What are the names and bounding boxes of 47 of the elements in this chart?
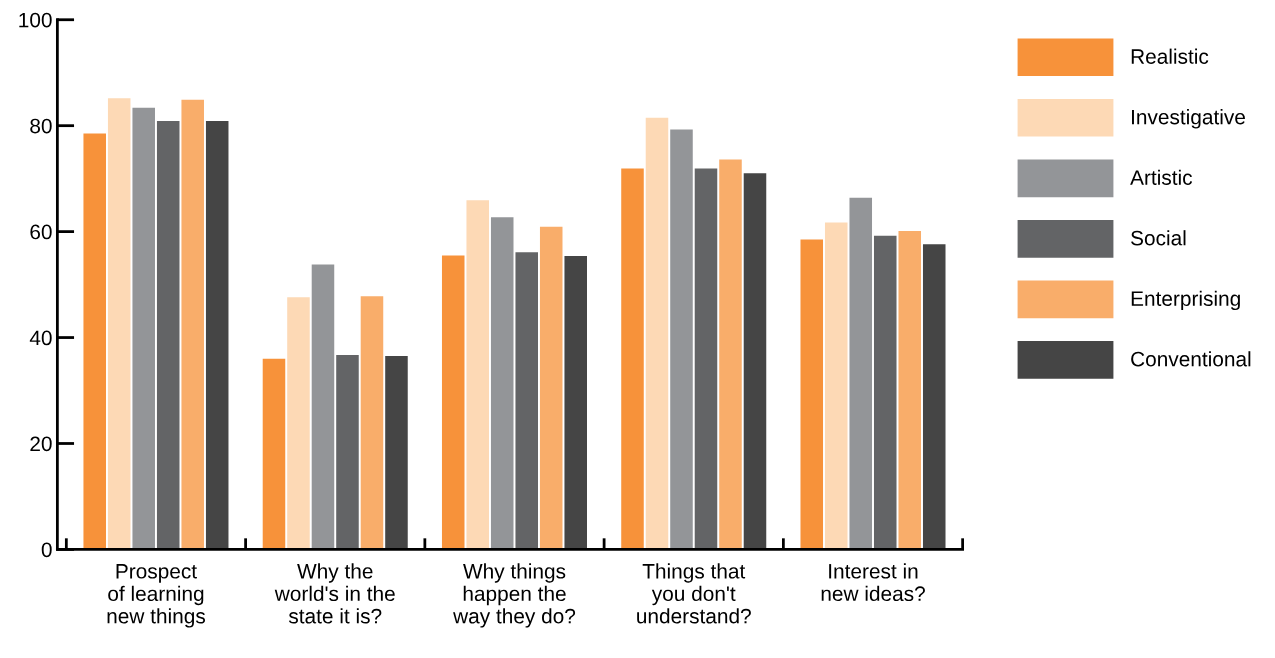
y-tick-label: 60 bbox=[30, 224, 52, 240]
y-tick-label: 40 bbox=[29, 330, 52, 346]
x-tick-label: Why things happen the way they do? bbox=[453, 563, 576, 628]
bar bbox=[156, 120, 180, 550]
bar bbox=[670, 129, 693, 550]
bar bbox=[621, 168, 644, 550]
bar bbox=[205, 120, 229, 550]
bar bbox=[539, 226, 563, 550]
bar bbox=[515, 252, 538, 550]
bar bbox=[262, 358, 286, 550]
bar bbox=[490, 217, 514, 550]
bar bbox=[336, 355, 359, 550]
bar bbox=[719, 159, 742, 550]
bar bbox=[360, 296, 384, 550]
bar bbox=[385, 356, 408, 550]
y-tick-label: 80 bbox=[30, 118, 52, 134]
x-tick-label: Why the world's in the state it is? bbox=[274, 563, 395, 624]
bar bbox=[645, 117, 669, 550]
y-tick-label: 0 bbox=[41, 542, 52, 558]
legend-label: Social bbox=[1131, 230, 1186, 246]
bar bbox=[922, 244, 946, 550]
legend-label: Realistic bbox=[1131, 48, 1209, 64]
bar bbox=[311, 264, 335, 550]
bar bbox=[743, 173, 767, 550]
bar bbox=[824, 222, 848, 550]
bar bbox=[873, 235, 897, 550]
x-tick-label: Prospect of learning new things bbox=[107, 564, 206, 628]
legend-label: Enterprising bbox=[1131, 290, 1240, 311]
bar bbox=[564, 255, 587, 550]
bar bbox=[466, 200, 489, 550]
legend-label: Artistic bbox=[1130, 169, 1193, 185]
bar bbox=[441, 255, 465, 550]
bar bbox=[181, 99, 204, 550]
bar bbox=[287, 297, 310, 550]
y-tick-label: 100 bbox=[19, 12, 52, 28]
bar bbox=[800, 239, 824, 550]
bar bbox=[132, 107, 155, 550]
bar bbox=[898, 231, 922, 550]
x-tick-label: Interest in new ideas? bbox=[821, 563, 925, 602]
bar bbox=[107, 98, 131, 550]
bar bbox=[694, 168, 718, 550]
bar bbox=[849, 197, 873, 550]
y-tick-label: 20 bbox=[30, 436, 52, 452]
legend-label: Investigative bbox=[1132, 109, 1245, 129]
legend-label: Conventional bbox=[1131, 351, 1251, 367]
x-tick-label: Things that you don't understand? bbox=[637, 563, 751, 624]
bar bbox=[83, 133, 106, 550]
